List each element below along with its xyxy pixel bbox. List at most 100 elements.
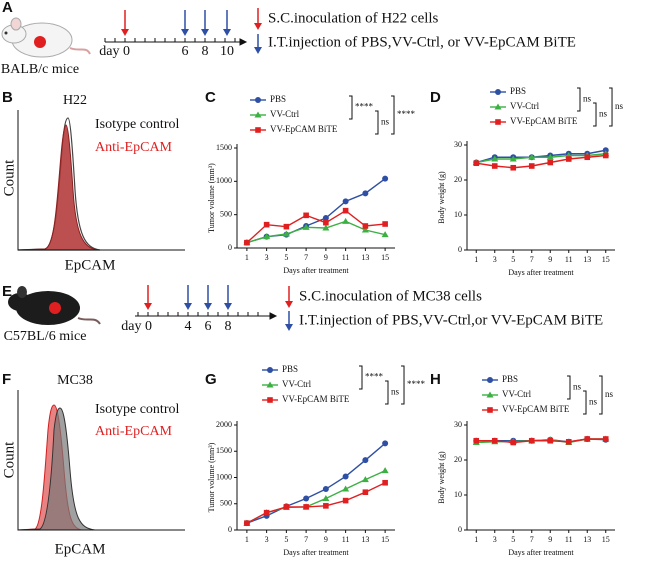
x-tick-label: 7 <box>304 535 308 544</box>
significance-label: ns <box>583 94 592 104</box>
legend-text: Isotype control <box>95 402 179 417</box>
panel-label: B <box>2 89 13 106</box>
x-tick-label: 15 <box>381 535 389 544</box>
x-tick-label: 1 <box>245 253 249 262</box>
day-label: day 0 <box>121 319 152 334</box>
marker <box>546 153 554 160</box>
x-tick-label: 11 <box>565 535 573 544</box>
marker <box>263 221 270 228</box>
x-tick-label: 7 <box>304 253 308 262</box>
y-tick-label: 20 <box>454 175 462 184</box>
x-tick-label: 15 <box>602 535 610 544</box>
legend-label: PBS <box>502 374 518 384</box>
x-tick-label: 1 <box>245 535 249 544</box>
x-tick-label: 11 <box>342 253 350 262</box>
marker <box>303 212 309 219</box>
x-tick-label: 1 <box>474 255 478 264</box>
series-line <box>246 482 386 524</box>
y-tick-label: 500 <box>220 209 232 218</box>
marker <box>342 217 350 224</box>
legend-text: I.T.injection of PBS,VV-Ctrl, or VV-EpCA… <box>268 34 576 50</box>
series-line <box>246 178 386 244</box>
marker <box>602 152 609 159</box>
x-axis-label: Days after treatment <box>283 548 349 557</box>
marker <box>323 503 329 509</box>
marker <box>263 233 271 240</box>
marker <box>382 221 388 227</box>
marker <box>342 207 349 214</box>
marker <box>510 439 517 446</box>
legend-label: PBS <box>282 364 298 374</box>
marker <box>509 155 517 162</box>
series-line <box>246 442 386 524</box>
legend-text: Anti-EpCAM <box>95 424 173 439</box>
y-tick-label: 30 <box>454 420 462 429</box>
marker <box>322 215 329 221</box>
y-tick-label: 0 <box>458 525 462 534</box>
legend-text: S.C.inoculation of MC38 cells <box>299 288 482 304</box>
x-tick-label: 13 <box>583 255 591 264</box>
x-tick-label: 7 <box>530 535 534 544</box>
marker <box>283 504 290 510</box>
x-tick-label: 13 <box>361 253 369 262</box>
x-tick-label: 13 <box>583 535 591 544</box>
day-label: 8 <box>202 44 209 59</box>
significance-label: **** <box>407 379 426 389</box>
series-line <box>476 149 606 164</box>
y-tick-label: 0 <box>458 245 462 254</box>
marker <box>361 476 369 483</box>
marker <box>584 436 591 442</box>
marker <box>584 154 591 161</box>
y-axis-label: Tumor volume (mm³) <box>207 163 216 233</box>
marker <box>322 495 330 501</box>
legend-label: PBS <box>270 94 286 104</box>
x-tick-label: 15 <box>602 255 610 264</box>
axis-label: EpCAM <box>65 257 116 273</box>
significance-bracket <box>391 95 395 135</box>
legend-label: VV-Ctrl <box>502 389 532 399</box>
marker <box>362 489 369 495</box>
panel-label: C <box>205 89 216 106</box>
significance-label: ns <box>573 382 582 392</box>
marker <box>547 437 554 444</box>
x-tick-label: 5 <box>511 535 515 544</box>
x-tick-label: 9 <box>548 535 552 544</box>
mouse-strain: C57BL/6 mice <box>4 329 87 344</box>
mouse-illustration <box>8 286 101 325</box>
x-tick-label: 5 <box>511 255 515 264</box>
x-tick-label: 3 <box>265 535 269 544</box>
marker <box>266 381 274 388</box>
y-tick-label: 1500 <box>216 143 232 152</box>
timeline <box>135 312 278 320</box>
x-tick-label: 9 <box>324 253 328 262</box>
x-axis-label: Days after treatment <box>508 548 574 557</box>
axis-label: Count <box>1 441 17 479</box>
marker <box>342 473 349 480</box>
marker <box>254 111 262 118</box>
y-tick-label: 500 <box>220 499 232 508</box>
marker <box>342 485 350 492</box>
marker <box>323 219 329 226</box>
y-tick-label: 0 <box>228 243 232 252</box>
legend-label: VV-EpCAM BiTE <box>270 124 338 134</box>
significance-label: ns <box>615 101 624 111</box>
y-axis-label: Body weight (g) <box>437 451 446 504</box>
significance-label: ns <box>381 117 390 127</box>
flow-title: H22 <box>63 93 87 108</box>
series-line <box>476 153 606 164</box>
significance-label: **** <box>355 102 374 112</box>
significance-bracket <box>599 375 603 415</box>
y-axis-label: Tumor volume (mm³) <box>207 442 216 512</box>
x-tick-label: 1 <box>474 535 478 544</box>
marker <box>495 119 501 125</box>
x-tick-label: 5 <box>284 253 288 262</box>
x-tick-label: 9 <box>548 255 552 264</box>
legend-label: VV-EpCAM BiTE <box>282 394 350 404</box>
significance-bracket <box>401 365 405 405</box>
x-tick-label: 11 <box>342 535 350 544</box>
flow-histogram <box>17 110 185 251</box>
legend-label: VV-Ctrl <box>510 101 540 111</box>
series-line <box>476 438 606 444</box>
x-tick-label: 15 <box>381 253 389 262</box>
